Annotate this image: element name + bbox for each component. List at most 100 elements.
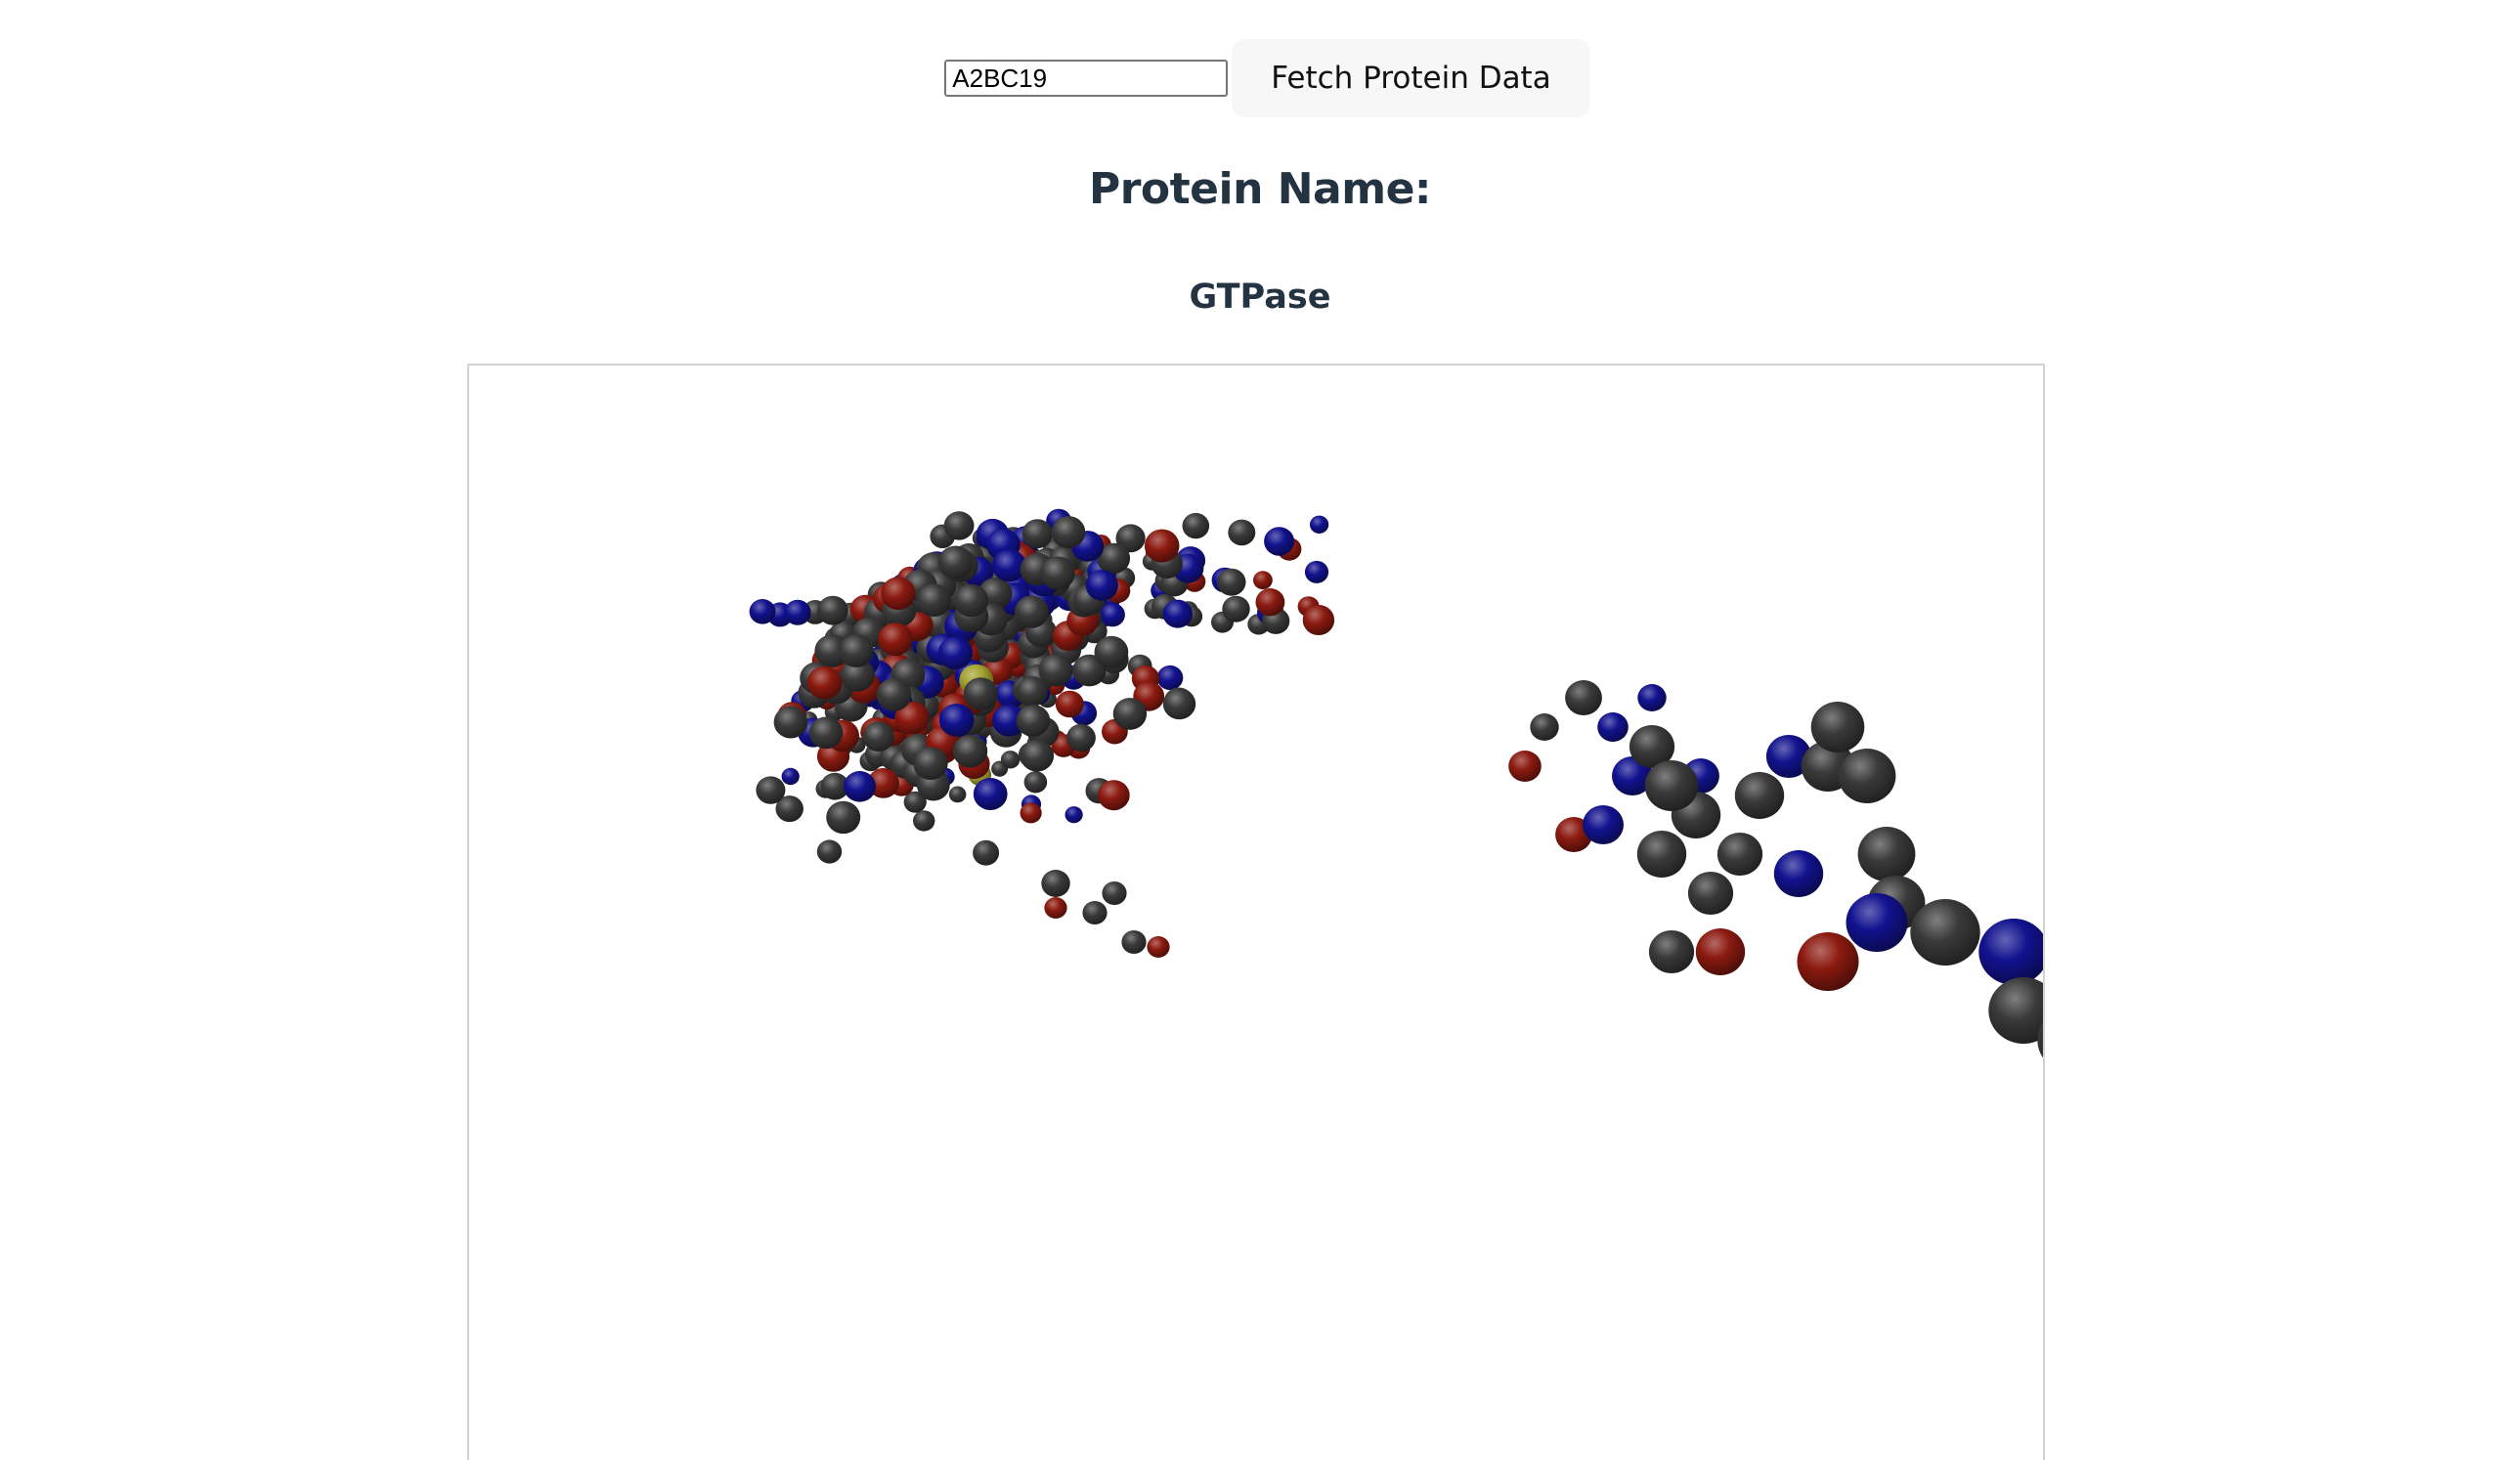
nitrogen-atom [992,704,1026,737]
oxygen-atom [894,702,930,735]
carbon-atom [1098,542,1131,574]
protein-3d-viewer[interactable] [467,364,2045,1460]
carbon-atom [1857,827,1916,881]
carbon-atom [1112,698,1148,730]
nitrogen-atom [1085,570,1118,601]
carbon-atom [840,659,875,692]
nitrogen-atom [938,704,975,737]
fetch-protein-data-button[interactable]: Fetch Protein Data [1232,39,1590,117]
carbon-atom [1988,977,2043,1044]
oxygen-atom [1508,751,1542,782]
carbon-atom [1015,595,1049,628]
carbon-atom [1038,654,1073,687]
carbon-atom [1023,771,1048,794]
carbon-atom [953,583,989,618]
nitrogen-atom [1064,806,1083,824]
carbon-atom [1217,568,1246,596]
nitrogen-atom [749,599,776,624]
oxygen-atom [1797,932,1859,991]
carbon-atom [1102,881,1127,905]
carbon-atom [1530,713,1559,741]
carbon-atom [808,716,844,750]
nitrogen-atom [1310,515,1329,534]
nitrogen-atom [1304,560,1329,583]
carbon-atom [913,810,935,832]
nitrogen-atom [1100,602,1125,627]
nitrogen-atom [1264,527,1295,556]
carbon-atom [1021,519,1053,549]
carbon-atom [963,677,998,710]
carbon-atom [913,747,948,780]
carbon-atom [1115,524,1146,553]
nitrogen-atom [1156,665,1184,691]
carbon-atom [1082,901,1108,924]
carbon-atom [943,511,975,540]
carbon-atom [814,634,849,667]
uniprot-id-input[interactable] [944,60,1229,97]
carbon-atom [820,772,849,800]
oxygen-atom [1098,780,1130,811]
carbon-atom [1072,654,1107,687]
carbon-atom [1222,595,1250,623]
oxygen-atom [1044,897,1067,919]
nitrogen-atom [973,778,1008,810]
search-controls-inner: Fetch Protein Data [944,39,1590,117]
carbon-atom [937,545,974,580]
carbon-atom [1734,772,1785,819]
oxygen-atom [878,623,913,657]
carbon-atom [816,839,843,864]
carbon-atom [756,776,786,804]
carbon-atom [1000,751,1021,769]
nitrogen-atom [1637,684,1667,711]
nitrogen-atom [1978,919,2043,985]
carbon-atom [1162,688,1196,720]
nitrogen-atom [1597,712,1629,742]
oxygen-atom [806,666,843,700]
oxygen-atom [1302,605,1335,635]
carbon-atom [1016,676,1048,707]
carbon-atom [1838,749,1896,803]
oxygen-atom [867,768,899,798]
nitrogen-atom [1162,599,1193,628]
carbon-atom [1016,705,1051,737]
protein-name-value: GTPase [1189,278,1331,317]
carbon-atom [1040,556,1075,590]
carbon-atom [973,839,1000,866]
oxygen-atom [1055,690,1084,718]
carbon-atom [839,634,874,667]
carbon-atom [1228,519,1256,546]
carbon-atom [1041,870,1070,897]
oxygen-atom [1147,936,1170,958]
nitrogen-atom [992,549,1026,582]
oxygen-atom [1255,588,1285,617]
molecule-structure[interactable] [469,365,2045,1460]
carbon-atom [1810,702,1865,752]
oxygen-atom [1020,802,1042,824]
carbon-atom [775,795,804,823]
carbon-atom [1051,516,1086,548]
carbon-atom [1636,831,1687,878]
protein-name-heading: Protein Name: [1088,164,1432,214]
nitrogen-atom [781,767,800,786]
nitrogen-atom [1846,893,1908,952]
carbon-atom [862,721,894,751]
carbon-atom [1182,512,1210,539]
oxygen-atom [1695,928,1746,975]
atom-layer [749,508,2043,1058]
carbon-atom [2037,1021,2043,1058]
carbon-atom [1716,833,1763,876]
carbon-atom [1629,725,1675,768]
carbon-atom [817,595,848,625]
carbon-atom [1066,723,1096,752]
carbon-atom [1910,899,1980,966]
carbon-atom [916,583,951,617]
nitrogen-atom [1583,805,1624,844]
carbon-atom [1020,739,1055,772]
carbon-atom [1094,635,1129,668]
nitrogen-atom [784,599,811,625]
search-controls: Fetch Protein Data [0,39,2520,117]
carbon-atom [1648,930,1695,973]
oxygen-atom [881,577,916,611]
carbon-atom [1687,872,1734,915]
